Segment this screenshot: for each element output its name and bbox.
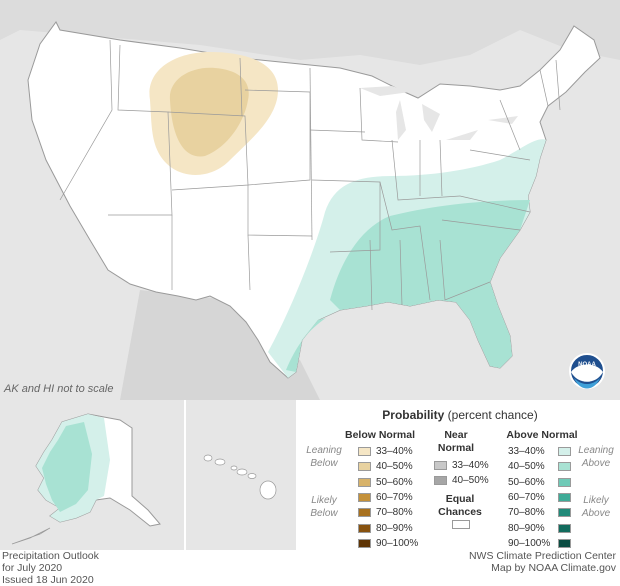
likely-below-label: Likely Below	[310, 495, 338, 519]
inset-note: AK and HI not to scale	[4, 383, 114, 395]
noaa-logo-text: NOAA	[578, 362, 596, 368]
below-normal-swatch-6	[358, 523, 371, 533]
hawaii-islands	[203, 454, 277, 500]
above-normal-swatch-4	[558, 492, 571, 502]
above-normal-range-label-4: 60–70%	[508, 491, 545, 503]
mexico-land	[120, 290, 320, 400]
footer-left: Precipitation Outlook for July 2020 Issu…	[2, 550, 99, 586]
lake-erie	[446, 130, 478, 140]
below-normal-swatch-4	[358, 492, 371, 502]
leaning-above-label: Leaning Above	[578, 445, 614, 469]
canada-land	[0, 0, 620, 65]
footer-credit: Map by NOAA Climate.gov	[491, 562, 616, 574]
above-normal-swatch-7	[558, 538, 571, 548]
above-normal-heading: Above Normal	[506, 429, 578, 441]
below-normal-swatch-3	[358, 477, 371, 487]
near-normal-range-label-1: 33–40%	[452, 460, 489, 471]
near-normal-swatch-2	[434, 476, 447, 486]
below-normal-range-label-5: 70–80%	[376, 507, 413, 519]
below-normal-range-label-3: 50–60%	[376, 476, 413, 488]
conus-map: NOAA	[0, 0, 620, 400]
below-normal-range-label-1: 33–40%	[376, 446, 413, 457]
lake-huron	[422, 104, 440, 132]
above-normal-range-label-1: 33–40%	[508, 446, 545, 457]
footer-source: NWS Climate Prediction Center	[468, 550, 616, 562]
below-normal-heading: Below Normal	[344, 429, 415, 441]
hawaii-inset	[186, 400, 296, 550]
above-normal-range-label-7: 90–100%	[508, 537, 551, 549]
legend-title-suffix: (percent chance)	[447, 408, 538, 422]
below-normal-swatch-7	[358, 538, 371, 548]
near-normal-range-label-2: 40–50%	[452, 475, 489, 487]
alaska-above-normal-inner	[42, 422, 92, 512]
above-normal-swatch-2	[558, 462, 571, 472]
below-normal-range-label-4: 60–70%	[376, 491, 413, 503]
footer-period: for July 2020	[2, 562, 63, 574]
below-normal-swatch-1	[358, 447, 371, 456]
below-normal-range-label-6: 80–90%	[376, 522, 413, 534]
legend-title: Probability (percent chance)	[300, 408, 620, 422]
above-normal-strip	[286, 318, 326, 372]
below-normal-range-label-7: 90–100%	[376, 537, 419, 549]
lake-michigan	[396, 100, 406, 140]
near-normal-heading: Near Normal	[437, 429, 475, 454]
likely-above-label: Likely Above	[581, 495, 611, 519]
below-normal-region-inner	[169, 67, 249, 157]
legend-title-main: Probability	[382, 408, 445, 422]
footer-title: Precipitation Outlook	[2, 550, 99, 562]
above-normal-range-label-3: 50–60%	[508, 476, 545, 488]
above-normal-swatch-1	[558, 447, 571, 456]
above-normal-swatch-3	[558, 477, 571, 487]
above-normal-range-label-2: 40–50%	[508, 461, 545, 473]
above-normal-swatch-6	[558, 523, 571, 533]
lake-superior	[360, 86, 410, 96]
noaa-logo-icon	[569, 353, 605, 389]
lake-ontario	[488, 116, 518, 124]
above-normal-swatch-5	[558, 508, 571, 518]
leaning-below-label: Leaning Below	[306, 445, 342, 469]
state-borders	[59, 39, 561, 311]
alaska-inset	[0, 400, 184, 550]
aleutian-islands	[11, 527, 51, 545]
below-normal-range-label-2: 40–50%	[376, 461, 413, 473]
below-normal-swatch-5	[358, 508, 371, 518]
above-normal-range-label-5: 70–80%	[508, 507, 545, 519]
footer-right: NWS Climate Prediction Center Map by NOA…	[420, 550, 616, 574]
above-normal-range-label-6: 80–90%	[508, 522, 545, 534]
equal-chances-swatch	[452, 520, 470, 529]
below-normal-swatch-2	[358, 462, 371, 472]
near-normal-swatch-1	[434, 461, 447, 470]
footer-issued: Issued 18 Jun 2020	[2, 574, 94, 586]
equal-chances-label: Equal Chances	[438, 493, 482, 518]
